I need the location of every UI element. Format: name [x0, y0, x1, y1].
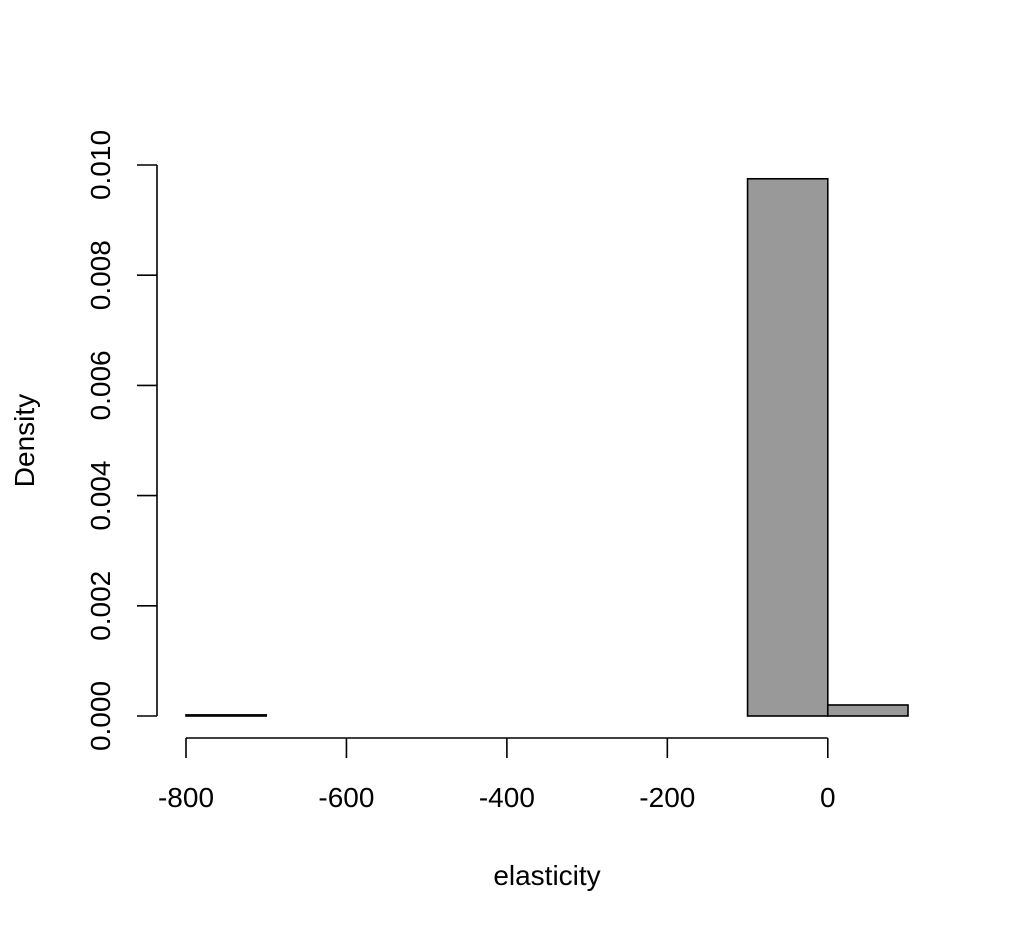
- histogram-bars: [185, 177, 909, 717]
- x-tick-label: 0: [820, 782, 836, 813]
- x-tick-label: -200: [639, 782, 695, 813]
- x-axis: -800 -600 -400 -200 0: [158, 737, 836, 813]
- y-tick-label: 0.008: [85, 240, 116, 310]
- y-tick-label: 0.004: [85, 461, 116, 531]
- y-axis-title: Density: [9, 394, 40, 487]
- x-tick-label: -400: [479, 782, 535, 813]
- y-axis: 0.000 0.002 0.004 0.006 0.008 0.010: [85, 130, 158, 751]
- y-tick-label: 0.010: [85, 130, 116, 200]
- histogram-bar: [185, 714, 268, 717]
- histogram-bar: [746, 177, 829, 717]
- y-tick-label: 0.006: [85, 350, 116, 420]
- histogram-bar: [826, 704, 909, 717]
- x-tick-label: -800: [158, 782, 214, 813]
- y-tick-label: 0.000: [85, 681, 116, 751]
- x-tick-label: -600: [318, 782, 374, 813]
- y-tick-label: 0.002: [85, 571, 116, 641]
- x-axis-title: elasticity: [493, 860, 600, 891]
